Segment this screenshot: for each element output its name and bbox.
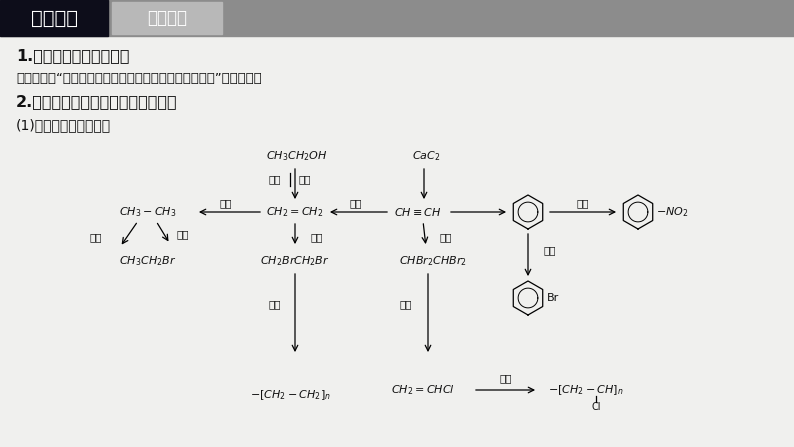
Text: $CH_3-CH_3$: $CH_3-CH_3$: [119, 205, 177, 219]
Bar: [112, 2, 222, 34]
Text: 加成: 加成: [310, 232, 323, 242]
Text: 2.掌握典型有机物的性质及转化关系: 2.掌握典型有机物的性质及转化关系: [16, 94, 178, 110]
Text: $CH{\equiv}CH$: $CH{\equiv}CH$: [394, 206, 441, 218]
Text: 取代: 取代: [90, 232, 102, 242]
Text: $-[CH_2-CH_2]_n$: $-[CH_2-CH_2]_n$: [249, 388, 330, 402]
Text: $CH_2{=}CHCl$: $CH_2{=}CHCl$: [391, 383, 455, 397]
Text: $-NO_2$: $-NO_2$: [656, 205, 688, 219]
Text: 加成: 加成: [177, 229, 189, 239]
Bar: [0, 0, 108, 36]
Text: 加成: 加成: [299, 174, 311, 184]
Text: $-[CH_2-CH]_n$: $-[CH_2-CH]_n$: [548, 383, 624, 397]
Text: $CaC_2$: $CaC_2$: [412, 149, 440, 163]
Text: 必备知识: 必备知识: [147, 9, 187, 27]
Text: $CH_2BrCH_2Br$: $CH_2BrCH_2Br$: [260, 254, 330, 268]
Text: (1)重要烃的性质及转化: (1)重要烃的性质及转化: [16, 118, 111, 132]
Text: 取代: 取代: [576, 198, 589, 208]
Text: 加成: 加成: [220, 198, 233, 208]
Text: $CH_2{=}CH_2$: $CH_2{=}CH_2$: [266, 205, 324, 219]
Text: 加成: 加成: [399, 299, 412, 309]
Text: 归纳整合: 归纳整合: [30, 8, 78, 28]
Text: 详细内容见“热点强化　　多官能团有机物的结构与性质”热点精讲。: 详细内容见“热点强化 多官能团有机物的结构与性质”热点精讲。: [16, 72, 262, 84]
Text: 加成: 加成: [349, 198, 362, 208]
Bar: [0, 0, 794, 36]
Text: 加聚: 加聚: [499, 373, 512, 383]
Text: $CH_3CH_2OH$: $CH_3CH_2OH$: [266, 149, 328, 163]
Text: 1.熟知常见官能团的性质: 1.熟知常见官能团的性质: [16, 49, 129, 63]
Text: 加成: 加成: [440, 232, 453, 242]
Text: Cl: Cl: [592, 402, 601, 412]
Text: 消去: 消去: [268, 174, 281, 184]
Text: 加聚: 加聚: [268, 299, 281, 309]
Text: 取代: 取代: [544, 245, 557, 255]
Text: $CH_3CH_2Br$: $CH_3CH_2Br$: [119, 254, 177, 268]
Text: Br: Br: [547, 293, 559, 303]
Text: $CHBr_2CHBr_2$: $CHBr_2CHBr_2$: [399, 254, 467, 268]
